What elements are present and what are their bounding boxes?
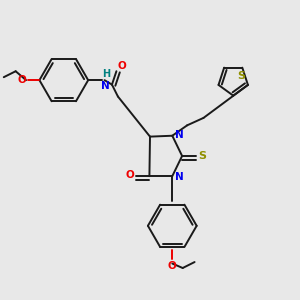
- Text: S: S: [198, 151, 206, 161]
- Text: S: S: [237, 70, 245, 81]
- Text: O: O: [125, 170, 134, 180]
- Text: H: H: [102, 69, 110, 79]
- Text: N: N: [175, 130, 183, 140]
- Text: O: O: [17, 75, 26, 85]
- Text: N: N: [175, 172, 183, 182]
- Text: O: O: [118, 61, 127, 70]
- Text: N: N: [101, 81, 110, 91]
- Text: O: O: [168, 261, 177, 271]
